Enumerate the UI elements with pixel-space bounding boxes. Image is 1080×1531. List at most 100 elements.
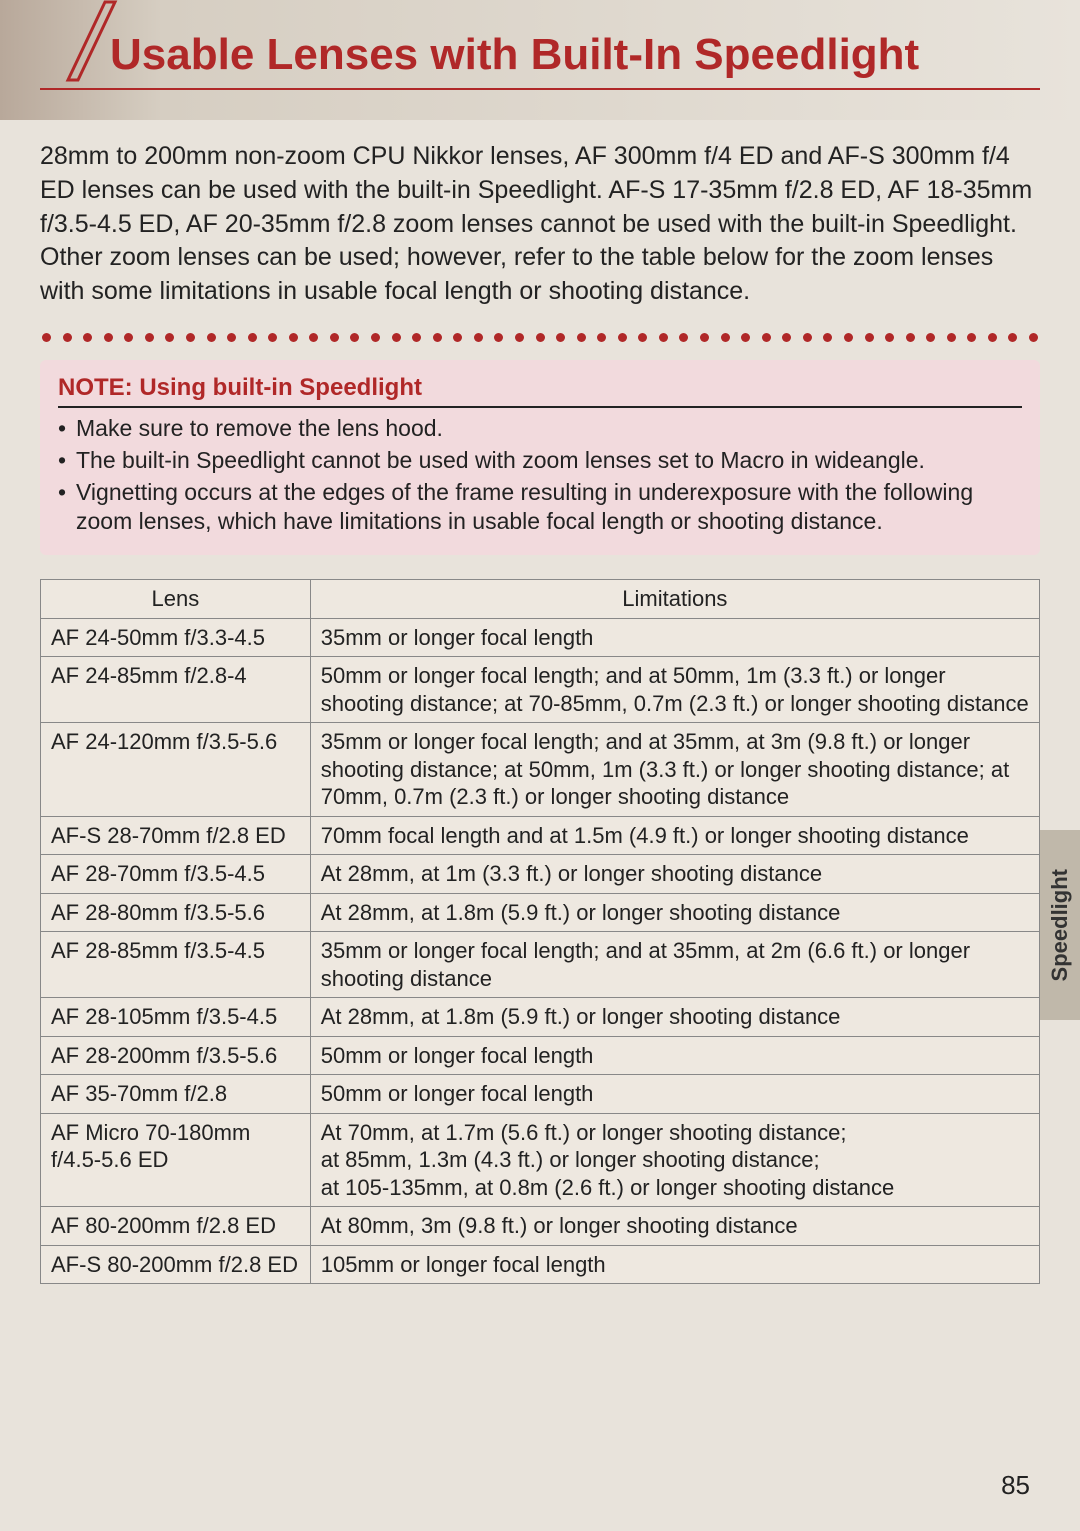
note-item: The built-in Speedlight cannot be used w… xyxy=(58,446,1022,476)
dot-icon xyxy=(700,333,709,342)
lens-table: Lens Limitations AF 24-50mm f/3.3-4.535m… xyxy=(40,579,1040,1284)
page-title: Usable Lenses with Built-In Speedlight xyxy=(110,30,1040,80)
cell-limitations: 35mm or longer focal length xyxy=(310,618,1039,657)
dot-icon xyxy=(289,333,298,342)
table-row: AF Micro 70-180mm f/4.5-5.6 EDAt 70mm, a… xyxy=(41,1113,1040,1207)
cell-limitations: 105mm or longer focal length xyxy=(310,1245,1039,1284)
dot-icon xyxy=(350,333,359,342)
title-wrap: Usable Lenses with Built-In Speedlight xyxy=(40,30,1040,90)
dot-icon xyxy=(721,333,730,342)
table-row: AF 24-50mm f/3.3-4.535mm or longer focal… xyxy=(41,618,1040,657)
dot-icon xyxy=(577,333,586,342)
note-title: NOTE: Using built-in Speedlight xyxy=(58,374,1022,408)
cell-limitations: 70mm focal length and at 1.5m (4.9 ft.) … xyxy=(310,816,1039,855)
dot-icon xyxy=(248,333,257,342)
dot-icon xyxy=(823,333,832,342)
cell-limitations: 35mm or longer focal length; and at 35mm… xyxy=(310,932,1039,998)
table-row: AF 35-70mm f/2.850mm or longer focal len… xyxy=(41,1075,1040,1114)
dot-icon xyxy=(42,333,51,342)
dot-divider xyxy=(42,333,1038,342)
dot-icon xyxy=(453,333,462,342)
note-item: Vignetting occurs at the edges of the fr… xyxy=(58,478,1022,538)
dot-icon xyxy=(186,333,195,342)
note-box: NOTE: Using built-in Speedlight Make sur… xyxy=(40,360,1040,556)
dot-icon xyxy=(309,333,318,342)
dot-icon xyxy=(1008,333,1017,342)
dot-icon xyxy=(762,333,771,342)
dot-icon xyxy=(638,333,647,342)
cell-lens: AF 28-85mm f/3.5-4.5 xyxy=(41,932,311,998)
cell-limitations: At 28mm, at 1.8m (5.9 ft.) or longer sho… xyxy=(310,893,1039,932)
dot-icon xyxy=(967,333,976,342)
dot-icon xyxy=(83,333,92,342)
cell-limitations: 50mm or longer focal length xyxy=(310,1036,1039,1075)
dot-icon xyxy=(165,333,174,342)
dot-icon xyxy=(63,333,72,342)
dot-icon xyxy=(597,333,606,342)
cell-lens: AF 35-70mm f/2.8 xyxy=(41,1075,311,1114)
cell-limitations: At 80mm, 3m (9.8 ft.) or longer shooting… xyxy=(310,1207,1039,1246)
cell-limitations: 50mm or longer focal length xyxy=(310,1075,1039,1114)
title-slash-icon xyxy=(60,0,120,85)
dot-icon xyxy=(1029,333,1038,342)
cell-lens: AF 24-50mm f/3.3-4.5 xyxy=(41,618,311,657)
dot-icon xyxy=(145,333,154,342)
dot-icon xyxy=(227,333,236,342)
cell-lens: AF 28-105mm f/3.5-4.5 xyxy=(41,998,311,1037)
dot-icon xyxy=(556,333,565,342)
dot-icon xyxy=(207,333,216,342)
cell-lens: AF-S 28-70mm f/2.8 ED xyxy=(41,816,311,855)
dot-icon xyxy=(371,333,380,342)
table-row: AF 28-200mm f/3.5-5.650mm or longer foca… xyxy=(41,1036,1040,1075)
col-limitations-header: Limitations xyxy=(310,580,1039,619)
note-list: Make sure to remove the lens hood.The bu… xyxy=(58,414,1022,538)
content: 28mm to 200mm non-zoom CPU Nikkor lenses… xyxy=(0,120,1080,1284)
dot-icon xyxy=(618,333,627,342)
dot-icon xyxy=(988,333,997,342)
cell-lens: AF 24-85mm f/2.8-4 xyxy=(41,657,311,723)
dot-icon xyxy=(268,333,277,342)
cell-limitations: At 70mm, at 1.7m (5.6 ft.) or longer sho… xyxy=(310,1113,1039,1207)
dot-icon xyxy=(330,333,339,342)
dot-icon xyxy=(392,333,401,342)
intro-paragraph: 28mm to 200mm non-zoom CPU Nikkor lenses… xyxy=(40,140,1040,309)
table-row: AF-S 80-200mm f/2.8 ED105mm or longer fo… xyxy=(41,1245,1040,1284)
dot-icon xyxy=(515,333,524,342)
cell-limitations: At 28mm, at 1m (3.3 ft.) or longer shoot… xyxy=(310,855,1039,894)
section-tab-label: Speedlight xyxy=(1047,869,1073,981)
cell-limitations: 35mm or longer focal length; and at 35mm… xyxy=(310,723,1039,817)
page-number: 85 xyxy=(1001,1470,1030,1501)
dot-icon xyxy=(536,333,545,342)
cell-lens: AF Micro 70-180mm f/4.5-5.6 ED xyxy=(41,1113,311,1207)
table-row: AF 24-85mm f/2.8-450mm or longer focal l… xyxy=(41,657,1040,723)
cell-lens: AF 28-200mm f/3.5-5.6 xyxy=(41,1036,311,1075)
cell-lens: AF 28-80mm f/3.5-5.6 xyxy=(41,893,311,932)
table-row: AF-S 28-70mm f/2.8 ED70mm focal length a… xyxy=(41,816,1040,855)
table-row: AF 28-85mm f/3.5-4.535mm or longer focal… xyxy=(41,932,1040,998)
dot-icon xyxy=(782,333,791,342)
dot-icon xyxy=(865,333,874,342)
cell-lens: AF 28-70mm f/3.5-4.5 xyxy=(41,855,311,894)
dot-icon xyxy=(104,333,113,342)
dot-icon xyxy=(474,333,483,342)
note-item: Make sure to remove the lens hood. xyxy=(58,414,1022,444)
dot-icon xyxy=(803,333,812,342)
dot-icon xyxy=(741,333,750,342)
cell-lens: AF-S 80-200mm f/2.8 ED xyxy=(41,1245,311,1284)
cell-lens: AF 80-200mm f/2.8 ED xyxy=(41,1207,311,1246)
dot-icon xyxy=(433,333,442,342)
cell-limitations: 50mm or longer focal length; and at 50mm… xyxy=(310,657,1039,723)
table-row: AF 24-120mm f/3.5-5.635mm or longer foca… xyxy=(41,723,1040,817)
dot-icon xyxy=(494,333,503,342)
table-row: AF 28-70mm f/3.5-4.5At 28mm, at 1m (3.3 … xyxy=(41,855,1040,894)
dot-icon xyxy=(926,333,935,342)
cell-limitations: At 28mm, at 1.8m (5.9 ft.) or longer sho… xyxy=(310,998,1039,1037)
col-lens-header: Lens xyxy=(41,580,311,619)
dot-icon xyxy=(659,333,668,342)
dot-icon xyxy=(947,333,956,342)
section-tab: Speedlight xyxy=(1040,830,1080,1020)
table-row: AF 80-200mm f/2.8 EDAt 80mm, 3m (9.8 ft.… xyxy=(41,1207,1040,1246)
cell-lens: AF 24-120mm f/3.5-5.6 xyxy=(41,723,311,817)
dot-icon xyxy=(124,333,133,342)
dot-icon xyxy=(844,333,853,342)
